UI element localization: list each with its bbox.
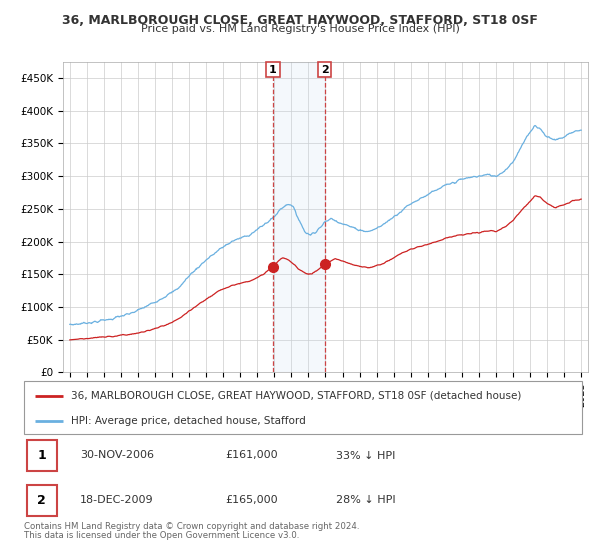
Text: £161,000: £161,000 — [225, 450, 278, 460]
Text: £165,000: £165,000 — [225, 495, 278, 505]
Text: This data is licensed under the Open Government Licence v3.0.: This data is licensed under the Open Gov… — [24, 531, 299, 540]
Bar — [27, 440, 58, 471]
Text: 1: 1 — [269, 65, 277, 74]
Bar — [273, 62, 325, 372]
Text: 28% ↓ HPI: 28% ↓ HPI — [337, 495, 396, 505]
Text: 30-NOV-2006: 30-NOV-2006 — [80, 450, 154, 460]
Bar — [27, 485, 58, 516]
Text: Price paid vs. HM Land Registry's House Price Index (HPI): Price paid vs. HM Land Registry's House … — [140, 24, 460, 34]
Text: 1: 1 — [37, 449, 46, 462]
Text: 18-DEC-2009: 18-DEC-2009 — [80, 495, 154, 505]
Text: 2: 2 — [321, 65, 329, 74]
Text: HPI: Average price, detached house, Stafford: HPI: Average price, detached house, Staf… — [71, 416, 306, 426]
Text: Contains HM Land Registry data © Crown copyright and database right 2024.: Contains HM Land Registry data © Crown c… — [24, 522, 359, 531]
Text: 33% ↓ HPI: 33% ↓ HPI — [337, 450, 396, 460]
Text: 36, MARLBOROUGH CLOSE, GREAT HAYWOOD, STAFFORD, ST18 0SF: 36, MARLBOROUGH CLOSE, GREAT HAYWOOD, ST… — [62, 14, 538, 27]
Text: 36, MARLBOROUGH CLOSE, GREAT HAYWOOD, STAFFORD, ST18 0SF (detached house): 36, MARLBOROUGH CLOSE, GREAT HAYWOOD, ST… — [71, 391, 522, 401]
Text: 2: 2 — [37, 493, 46, 507]
